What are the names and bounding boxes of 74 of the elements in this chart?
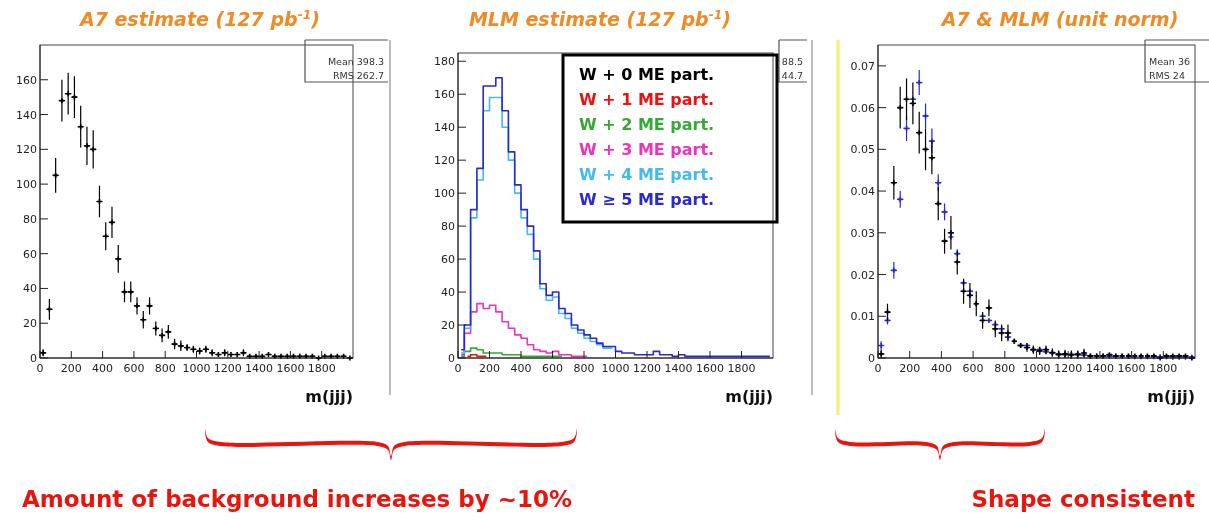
x-axis-title: m(jjj) [725,387,773,406]
legend-label: W + 0 ME part. [579,65,715,84]
y-tick-label: 120 [434,154,455,168]
y-tick-label: 0.01 [850,310,875,324]
text: W + 4 ME part. [579,165,715,184]
y-tick-label: 0.07 [850,59,875,73]
y-tick-label: 100 [16,178,37,192]
x-tick-label: 1600 [1117,362,1146,375]
y-tick-label: 40 [441,286,455,300]
y-tick-label: 0.03 [850,226,875,240]
chart-title: A7 & MLM (unit norm) [939,8,1179,30]
y-tick-label: 160 [434,88,455,102]
x-axis-title: m(jjj) [1147,387,1195,406]
x-tick-label: 800 [994,362,1016,375]
y-tick-label: 60 [441,253,455,267]
x-tick-label: 200 [479,362,500,375]
text: W + 3 ME part. [579,140,715,159]
y-tick-label: 0.02 [850,268,875,282]
y-tick-label: 20 [441,319,455,333]
x-tick-label: 800 [573,362,595,375]
y-tick-label: 160 [16,73,37,87]
x-tick-label: 1000 [601,362,630,375]
x-tick-label: 1200 [213,362,242,375]
y-tick-label: 140 [434,121,455,135]
y-tick-label: 80 [23,212,37,226]
x-tick-label: 1400 [664,362,693,375]
y-tick-label: 80 [441,220,455,234]
x-tick-label: 1000 [1022,362,1051,375]
x-tick-label: 200 [899,362,921,375]
y-tick-label: 40 [23,282,37,296]
y-tick-label: 0.04 [850,185,875,199]
y-tick-label: 0.05 [850,143,875,157]
y-tick-label: 0 [30,352,37,365]
x-tick-label: 1400 [245,362,274,375]
y-tick-label: 20 [23,317,37,331]
y-tick-label: 100 [434,187,455,201]
x-tick-label: 1800 [727,362,756,375]
x-tick-label: 1800 [307,362,336,375]
x-tick-label: 800 [154,362,176,375]
x-tick-label: 400 [92,362,114,375]
x-tick-label: 1200 [1054,362,1083,375]
text: W + 1 ME part. [579,90,715,109]
y-tick-label: 120 [16,143,37,157]
x-tick-label: 200 [60,362,82,375]
chart-title: MLM estimate (127 pb$^{-1}$) [468,8,732,30]
x-tick-label: 600 [542,362,563,375]
y-tick-label: 0 [448,352,455,365]
annotation: Mean 398.3 [327,56,384,67]
y-tick-label: 60 [23,247,37,261]
annotation: Mean 36 [1149,56,1190,67]
stats-box: 88.5 44.7 [778,39,808,83]
text: W ≥ 5 ME part. [579,190,715,209]
y-tick-label: 140 [16,108,37,122]
text: Shape consistent [971,486,1195,512]
x-tick-label: 1600 [696,362,724,375]
x-tick-label: 1800 [1149,362,1178,375]
x-tick-label: 600 [123,362,145,375]
annotation: RMS 24 [1149,70,1185,81]
x-tick-label: 1000 [182,362,211,375]
x-tick-label: 400 [930,362,952,375]
x-tick-label: 1200 [633,362,661,375]
text: W + 2 ME part. [579,115,715,134]
x-tick-label: 1400 [1085,362,1114,375]
x-axis-title: m(jjj) [305,387,353,406]
stats-box: Mean 36 RMS 24 [1144,39,1209,83]
y-tick-label: 0 [868,352,875,365]
x-tick-label: 400 [510,362,532,375]
text: Amount of background increases by ~10% [22,486,573,512]
chart-title: A7 estimate (127 pb$^{-1}$) [77,8,321,30]
y-tick-label: 180 [434,55,455,69]
x-tick-label: 600 [962,362,984,375]
x-tick-label: 1600 [276,362,305,375]
annotation: RMS 262.7 [332,70,384,81]
y-tick-label: 0.06 [850,101,875,115]
